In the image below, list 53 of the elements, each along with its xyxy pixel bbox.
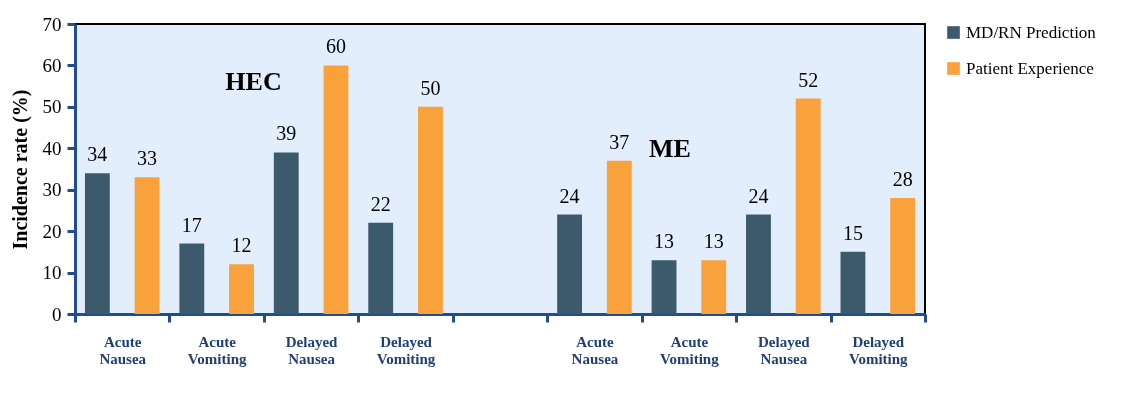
x-tick-label: Acute Nausea [571, 333, 619, 367]
data-label: 33 [137, 147, 158, 170]
y-tick-label: 60 [42, 54, 62, 76]
bar [890, 198, 916, 314]
data-label: 13 [654, 230, 675, 253]
y-tick-label: 70 [42, 13, 62, 35]
data-label: 50 [420, 76, 441, 99]
bar [746, 214, 771, 314]
data-label: 24 [748, 184, 769, 207]
data-label: 13 [703, 230, 724, 253]
x-tick-label: Delayed Vomiting [376, 333, 436, 367]
bar [134, 177, 160, 314]
x-tick-label: Acute Vomiting [187, 333, 247, 367]
y-tick-label: 30 [42, 179, 62, 201]
x-tick-label: Acute Nausea [99, 333, 147, 367]
data-label: 34 [87, 143, 108, 166]
x-tick-label: Delayed Vomiting [848, 333, 909, 367]
bar [795, 98, 821, 314]
bar [368, 222, 394, 314]
bar [557, 214, 583, 314]
data-label: 22 [370, 192, 391, 215]
bar [323, 65, 349, 314]
bar [273, 152, 299, 314]
data-label: 39 [276, 122, 297, 145]
legend-label: MD/RN Prediction [966, 22, 1097, 42]
data-label: 37 [609, 130, 630, 153]
x-tick-label: Delayed Nausea [758, 333, 811, 367]
bar [179, 243, 205, 314]
legend-label: Patient Experience [966, 58, 1094, 78]
annotation: ME [649, 133, 691, 163]
bar [840, 251, 866, 314]
data-label: 28 [892, 168, 913, 190]
data-label: 17 [181, 213, 202, 236]
data-label: 52 [798, 68, 819, 91]
y-tick-label: 50 [42, 96, 62, 118]
x-tick-label: Acute Vomiting [660, 333, 720, 367]
data-label: 15 [842, 221, 863, 244]
annotation: HEC [225, 67, 282, 96]
bar [651, 260, 677, 314]
data-label: 24 [559, 184, 580, 207]
bar [84, 173, 110, 314]
y-tick-label: 10 [42, 262, 62, 284]
bar [701, 260, 727, 314]
y-tick-label: 0 [52, 303, 62, 325]
data-label: 12 [231, 234, 252, 257]
x-tick-label: Delayed Nausea [285, 333, 339, 367]
y-axis-title: Incidence rate (%) [8, 89, 32, 250]
bar [229, 264, 254, 314]
bar [417, 106, 443, 314]
data-label: 60 [325, 35, 346, 58]
y-tick-label: 20 [42, 220, 62, 242]
y-tick-label: 40 [42, 137, 62, 159]
bar [606, 160, 632, 314]
